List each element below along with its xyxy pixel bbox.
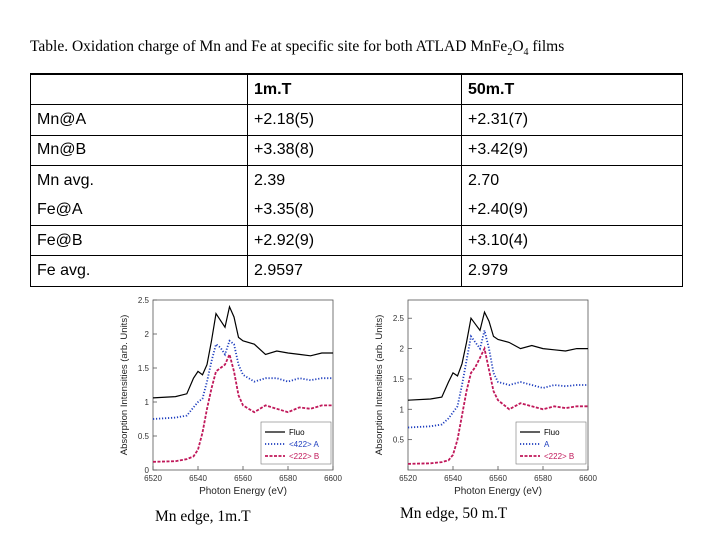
y-tick-label: 2.5 (393, 314, 405, 323)
table-row: Fe avg. 2.9597 2.979 (30, 255, 683, 287)
series-line (407, 330, 588, 429)
x-tick-label: 6520 (399, 474, 417, 483)
legend-label: <422> A (289, 440, 319, 449)
header-cell-empty (30, 73, 248, 106)
y-tick-label: 1.5 (393, 375, 405, 384)
chart-1mt-caption: Mn edge, 1m.T (155, 508, 251, 525)
y-axis-label: Absorption Intensities (arb. Units) (119, 315, 130, 455)
legend-box (260, 421, 332, 465)
cell-50mt: +3.10(4) (461, 224, 683, 256)
cell-1mt: 2.9597 (247, 255, 462, 287)
row-label: Fe avg. (30, 255, 248, 287)
cell-50mt: +2.31(7) (461, 104, 683, 136)
cell-1mt: +3.35(8) (247, 195, 462, 226)
table-header-row: 1m.T 50m.T (30, 73, 683, 106)
x-tick-label: 6600 (324, 474, 342, 483)
legend-label: Fluo (544, 428, 560, 437)
cell-50mt: +2.40(9) (461, 195, 683, 226)
x-tick-label: 6540 (189, 474, 207, 483)
table-row: Fe@A +3.35(8) +2.40(9) (30, 195, 683, 226)
oxidation-charge-table: 1m.T 50m.T Mn@A +2.18(5) +2.31(7) Mn@B +… (30, 73, 683, 287)
series-line (152, 351, 333, 463)
y-tick-label: 1 (145, 398, 150, 407)
legend-label: Fluo (289, 428, 305, 437)
table-row: Mn@B +3.38(8) +3.42(9) (30, 134, 683, 166)
table-caption: Table. Oxidation charge of Mn and Fe at … (30, 38, 565, 59)
y-tick-label: 2.5 (138, 296, 150, 305)
x-tick-label: 6540 (444, 474, 462, 483)
cell-1mt: +2.92(9) (247, 224, 462, 256)
cell-1mt: +2.18(5) (247, 104, 462, 136)
x-tick-label: 6560 (489, 474, 507, 483)
header-cell-50mt: 50m.T (461, 73, 683, 106)
mn-edge-50mt-chart: 6520 6540 6560 6580 6600 0.5 1 1.5 2 2.5 Photon En… (360, 292, 600, 507)
chart-1mt-svg: 6520 6540 6560 6580 6600 0 0.5 1 1.5 2 2.5 Photon E… (119, 296, 342, 497)
mn-edge-1mt-chart: 6520 6540 6560 6580 6600 0 0.5 1 1.5 2 2.5 Photon E… (105, 292, 345, 507)
y-axis-label: Absorption Intensities (arb. Units) (374, 315, 385, 455)
x-tick-label: 6580 (279, 474, 297, 483)
chart-50mt-caption: Mn edge, 50 m.T (400, 505, 508, 522)
x-axis-label: Photon Energy (eV) (454, 486, 542, 497)
cell-1mt: 2.39 (247, 165, 462, 196)
y-tick-label: 0.5 (393, 436, 405, 445)
legend-label: <222> B (544, 452, 574, 461)
y-tick-label: 1.5 (138, 364, 150, 373)
row-label: Fe@A (30, 195, 248, 226)
legend-box (515, 421, 587, 465)
row-label: Mn@A (30, 104, 248, 136)
cell-50mt: +3.42(9) (461, 134, 683, 166)
legend-label: A (544, 440, 550, 449)
cell-50mt: 2.979 (461, 255, 683, 287)
x-axis-label: Photon Energy (eV) (199, 486, 287, 497)
row-label: Fe@B (30, 224, 248, 256)
row-label: Mn@B (30, 134, 248, 166)
y-tick-label: 1 (400, 405, 405, 414)
series-line (407, 310, 588, 401)
y-tick-label: 2 (145, 330, 150, 339)
x-tick-label: 6600 (579, 474, 597, 483)
y-tick-label: 2 (400, 345, 405, 354)
table-row: Fe@B +2.92(9) +3.10(4) (30, 224, 683, 256)
legend-label: <222> B (289, 452, 319, 461)
y-tick-label: 0.5 (138, 432, 150, 441)
chart-50mt-svg: 6520 6540 6560 6580 6600 0.5 1 1.5 2 2.5 Photon En… (374, 299, 597, 497)
table-row: Mn@A +2.18(5) +2.31(7) (30, 104, 683, 136)
series-line (152, 339, 333, 420)
x-tick-label: 6580 (534, 474, 552, 483)
row-label: Mn avg. (30, 165, 248, 196)
series-line (152, 304, 333, 399)
y-tick-label: 0 (145, 466, 150, 475)
cell-1mt: +3.38(8) (247, 134, 462, 166)
x-tick-label: 6520 (144, 474, 162, 483)
header-cell-1mt: 1m.T (247, 73, 462, 106)
x-tick-label: 6560 (234, 474, 252, 483)
cell-50mt: 2.70 (461, 165, 683, 196)
series-line (407, 345, 588, 465)
table-row: Mn avg. 2.39 2.70 (30, 165, 683, 196)
